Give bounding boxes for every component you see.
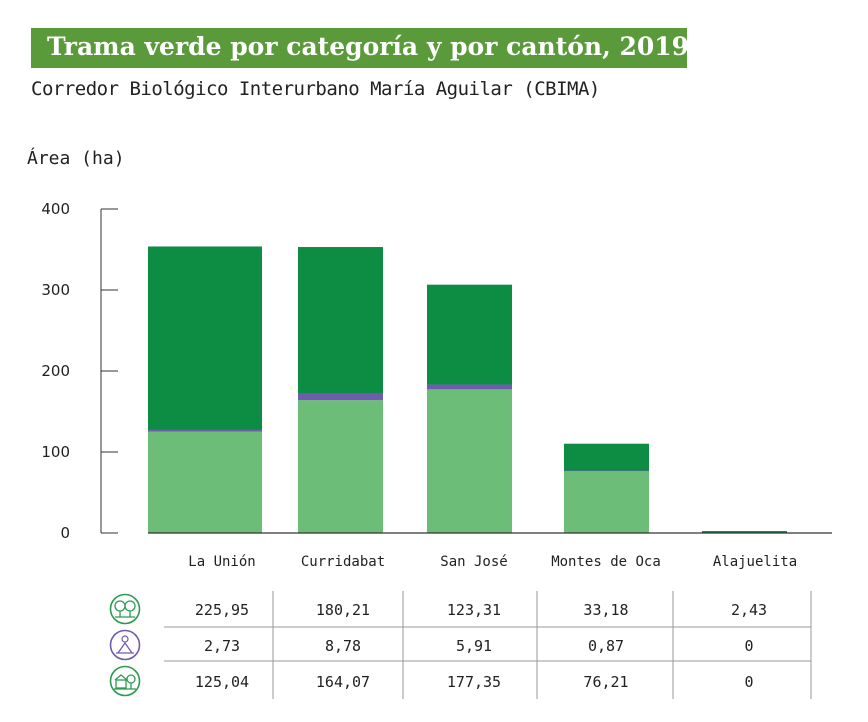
- table-cell-value: 8,78: [325, 637, 361, 655]
- chart-subtitle: Corredor Biológico Interurbano María Agu…: [31, 78, 600, 100]
- table-cell-value: 33,18: [583, 601, 628, 619]
- bar-segment: [298, 247, 383, 393]
- bar-segment: [564, 471, 649, 533]
- bar-segment: [148, 429, 262, 432]
- x-tick-label: San José: [440, 554, 507, 570]
- table-cell-value: 76,21: [583, 673, 628, 691]
- x-tick-label: Curridabat: [301, 554, 385, 570]
- bar-segment: [298, 400, 383, 533]
- x-tick-label: Alajuelita: [713, 554, 797, 570]
- y-tick-label: 300: [41, 281, 70, 299]
- y-tick-label: 100: [41, 443, 70, 461]
- bar-segment: [148, 431, 262, 533]
- table-cell-value: 5,91: [456, 637, 492, 655]
- table-cell-value: 0: [744, 637, 753, 655]
- bar-segment: [702, 531, 787, 533]
- y-tick-label: 400: [41, 200, 70, 218]
- bar-segment: [427, 389, 512, 533]
- bar-segment: [298, 392, 383, 401]
- bar-segment: [427, 284, 512, 385]
- table-cell-value: 2,73: [204, 637, 240, 655]
- park-icon: [109, 629, 141, 661]
- table-cell-value: 177,35: [447, 673, 501, 691]
- table-cell-value: 123,31: [447, 601, 501, 619]
- chart-title: Trama verde por categoría y por cantón, …: [47, 32, 690, 61]
- trees-icon: [109, 665, 141, 697]
- x-tick-label: La Unión: [188, 554, 255, 570]
- table-cell-value: 0,87: [588, 637, 624, 655]
- y-tick-label: 0: [60, 524, 70, 542]
- forest-icon: [109, 593, 141, 625]
- chart-title-banner: Trama verde por categoría y por cantón, …: [31, 28, 690, 68]
- y-tick-label: 200: [41, 362, 70, 380]
- table-cell-value: 164,07: [316, 673, 370, 691]
- x-tick-label: Montes de Oca: [551, 554, 661, 570]
- table-cell-value: 125,04: [195, 673, 249, 691]
- table-cell-value: 225,95: [195, 601, 249, 619]
- y-axis-label: Área (ha): [27, 148, 125, 169]
- bar-segment: [564, 443, 649, 471]
- bar-segment: [427, 384, 512, 390]
- table-cell-value: 180,21: [316, 601, 370, 619]
- table-cell-value: 2,43: [731, 601, 767, 619]
- table-cell-value: 0: [744, 673, 753, 691]
- bar-segment: [148, 246, 262, 430]
